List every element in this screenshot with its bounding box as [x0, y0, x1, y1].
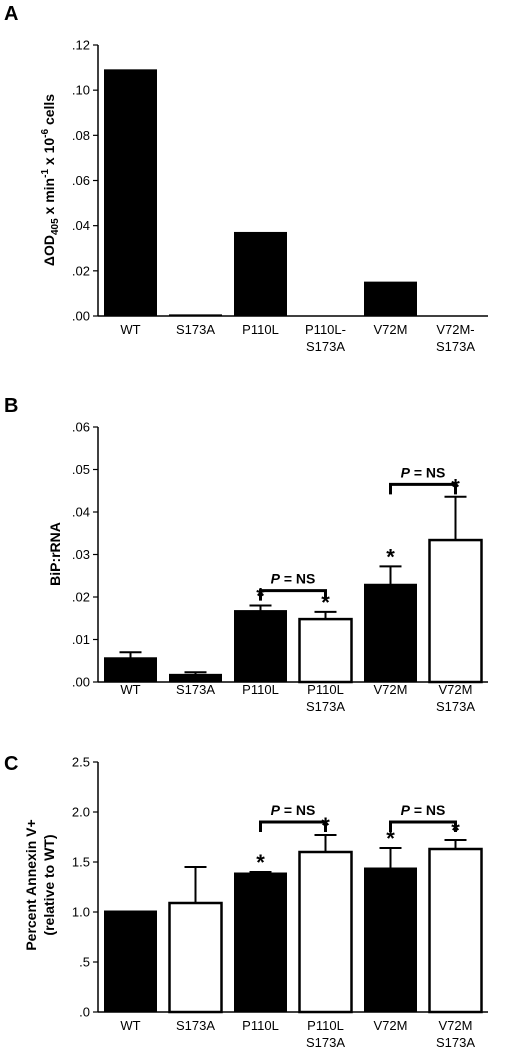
- panel-a-category-label: WT: [120, 322, 140, 337]
- panel-c-y-tick-label: .5: [79, 955, 90, 970]
- panel-b-category-label: P110L: [307, 682, 344, 697]
- panel-b-y-tick-label: .04: [72, 505, 90, 520]
- panel-c-bar: [234, 872, 287, 1013]
- panel-a-y-tick-label: .08: [72, 128, 90, 143]
- panel-c-y-tick-label: 1.5: [72, 855, 90, 870]
- panel-b-y-tick-label: .06: [72, 420, 90, 435]
- panel-b-significance-star: *: [386, 544, 395, 569]
- panel-b-y-tick-label: .05: [72, 462, 90, 477]
- panel-b-bracket-label: P = NS: [271, 571, 316, 587]
- panel-b-category-label: V72M: [439, 682, 473, 697]
- panel-a-y-tick-label: .00: [72, 309, 90, 324]
- panel-a-category-label: S173A: [176, 322, 215, 337]
- panel-c-significance-star: *: [256, 850, 265, 875]
- panel-c-y-axis-label: Percent Annexin V+: [23, 819, 39, 950]
- panel-b-y-axis-label: BiP:rRNA: [47, 522, 63, 586]
- panel-c-y-tick-label: .0: [79, 1005, 90, 1020]
- panel-b-category-label: P110L: [242, 682, 279, 697]
- panel-c-y-tick-label: 2.5: [72, 755, 90, 770]
- panel-c-bar: [168, 901, 223, 1014]
- panel-b-bar: [298, 617, 353, 684]
- panel-c-significance-bracket: [389, 820, 457, 832]
- panel-b-category-label: WT: [120, 682, 140, 697]
- panel-c-category-label: V72M: [374, 1018, 408, 1033]
- panel-c-category-label: P110L: [242, 1018, 279, 1033]
- panel-b-category-label: V72M: [374, 682, 408, 697]
- panel-a-category-label: V72M: [374, 322, 408, 337]
- panel-c-bracket-label: P = NS: [401, 802, 446, 818]
- panel-a-category-label: P110L-: [305, 322, 346, 337]
- panel-a-y-tick-label: .10: [72, 83, 90, 98]
- panel-b-y-tick-label: .00: [72, 675, 90, 690]
- panel-b-y-tick-label: .01: [72, 632, 90, 647]
- panel-c-bar: [104, 910, 157, 1013]
- panel-a-chart: .00 .02 .04 .06 .08 .10 .12 WT S173A P110L P110L- S…: [72, 38, 488, 354]
- panel-a-bar: [104, 69, 157, 317]
- panel-b-significance-bracket: [389, 482, 457, 495]
- panel-c-significance-bracket: [259, 820, 327, 832]
- panel-c-y-tick-label: 1.0: [72, 905, 90, 920]
- panel-letter-b: B: [4, 395, 18, 417]
- panel-c-category-label: S173A: [436, 1035, 475, 1050]
- panel-b-category-label: S173A: [436, 699, 475, 714]
- panel-a-category-label: V72M-: [436, 322, 474, 337]
- panel-c-bar: [364, 867, 417, 1013]
- panel-b-bracket-label: P = NS: [401, 464, 446, 480]
- panel-a-y-tick-label: .06: [72, 173, 90, 188]
- panel-c-category-label: V72M: [439, 1018, 473, 1033]
- panel-b-bar: [104, 657, 157, 683]
- panel-b-y-tick-label: .03: [72, 547, 90, 562]
- panel-a-category-label: S173A: [306, 339, 345, 354]
- panel-b-bar: [234, 610, 287, 683]
- panel-a-y-axis-label: ΔOD405 x min-1 x 10-6 cells: [40, 94, 61, 266]
- panel-c-bar: [428, 847, 483, 1014]
- panel-b-category-label: S173A: [306, 699, 345, 714]
- panel-b-chart: .00 .01 .02 .03 .04 .05 .06 BiP:rRNA WT S173A * P11…: [47, 420, 488, 714]
- panel-c-chart: .0 .5 1.0 1.5 2.0 2.5 Percent Annexin V+ (relat…: [23, 755, 488, 1050]
- panel-a-bar: [364, 281, 417, 317]
- panel-c-bracket-label: P = NS: [271, 802, 316, 818]
- panel-c-y-axis-label-line2: (relative to WT): [41, 834, 57, 935]
- panel-letter-a: A: [4, 3, 18, 25]
- panel-b-bar: [428, 538, 483, 684]
- panel-a-y-tick-label: .02: [72, 263, 90, 278]
- panel-a-category-label: S173A: [436, 339, 475, 354]
- panel-a-bar: [169, 314, 222, 317]
- panel-c-category-label: WT: [120, 1018, 140, 1033]
- panel-c-category-label: P110L: [307, 1018, 344, 1033]
- panel-a-category-label: P110L: [242, 322, 279, 337]
- panel-a-y-tick-label: .04: [72, 218, 90, 233]
- panel-c-significance-star: *: [386, 826, 395, 851]
- panel-c-category-label: S173A: [306, 1035, 345, 1050]
- panel-c-bar: [298, 850, 353, 1014]
- panel-b-category-label: S173A: [176, 682, 215, 697]
- panel-b-significance-bracket: [259, 589, 327, 601]
- panel-a-y-tick-label: .12: [72, 38, 90, 53]
- panel-c-y-tick-label: 2.0: [72, 805, 90, 820]
- panel-letter-c: C: [4, 753, 18, 775]
- panel-b-y-tick-label: .02: [72, 590, 90, 605]
- panel-a-bar: [234, 231, 287, 317]
- panel-c-category-label: S173A: [176, 1018, 215, 1033]
- panel-b-bar: [169, 673, 222, 683]
- panel-b-bar: [364, 583, 417, 683]
- panel-b-significance-star: *: [321, 590, 330, 615]
